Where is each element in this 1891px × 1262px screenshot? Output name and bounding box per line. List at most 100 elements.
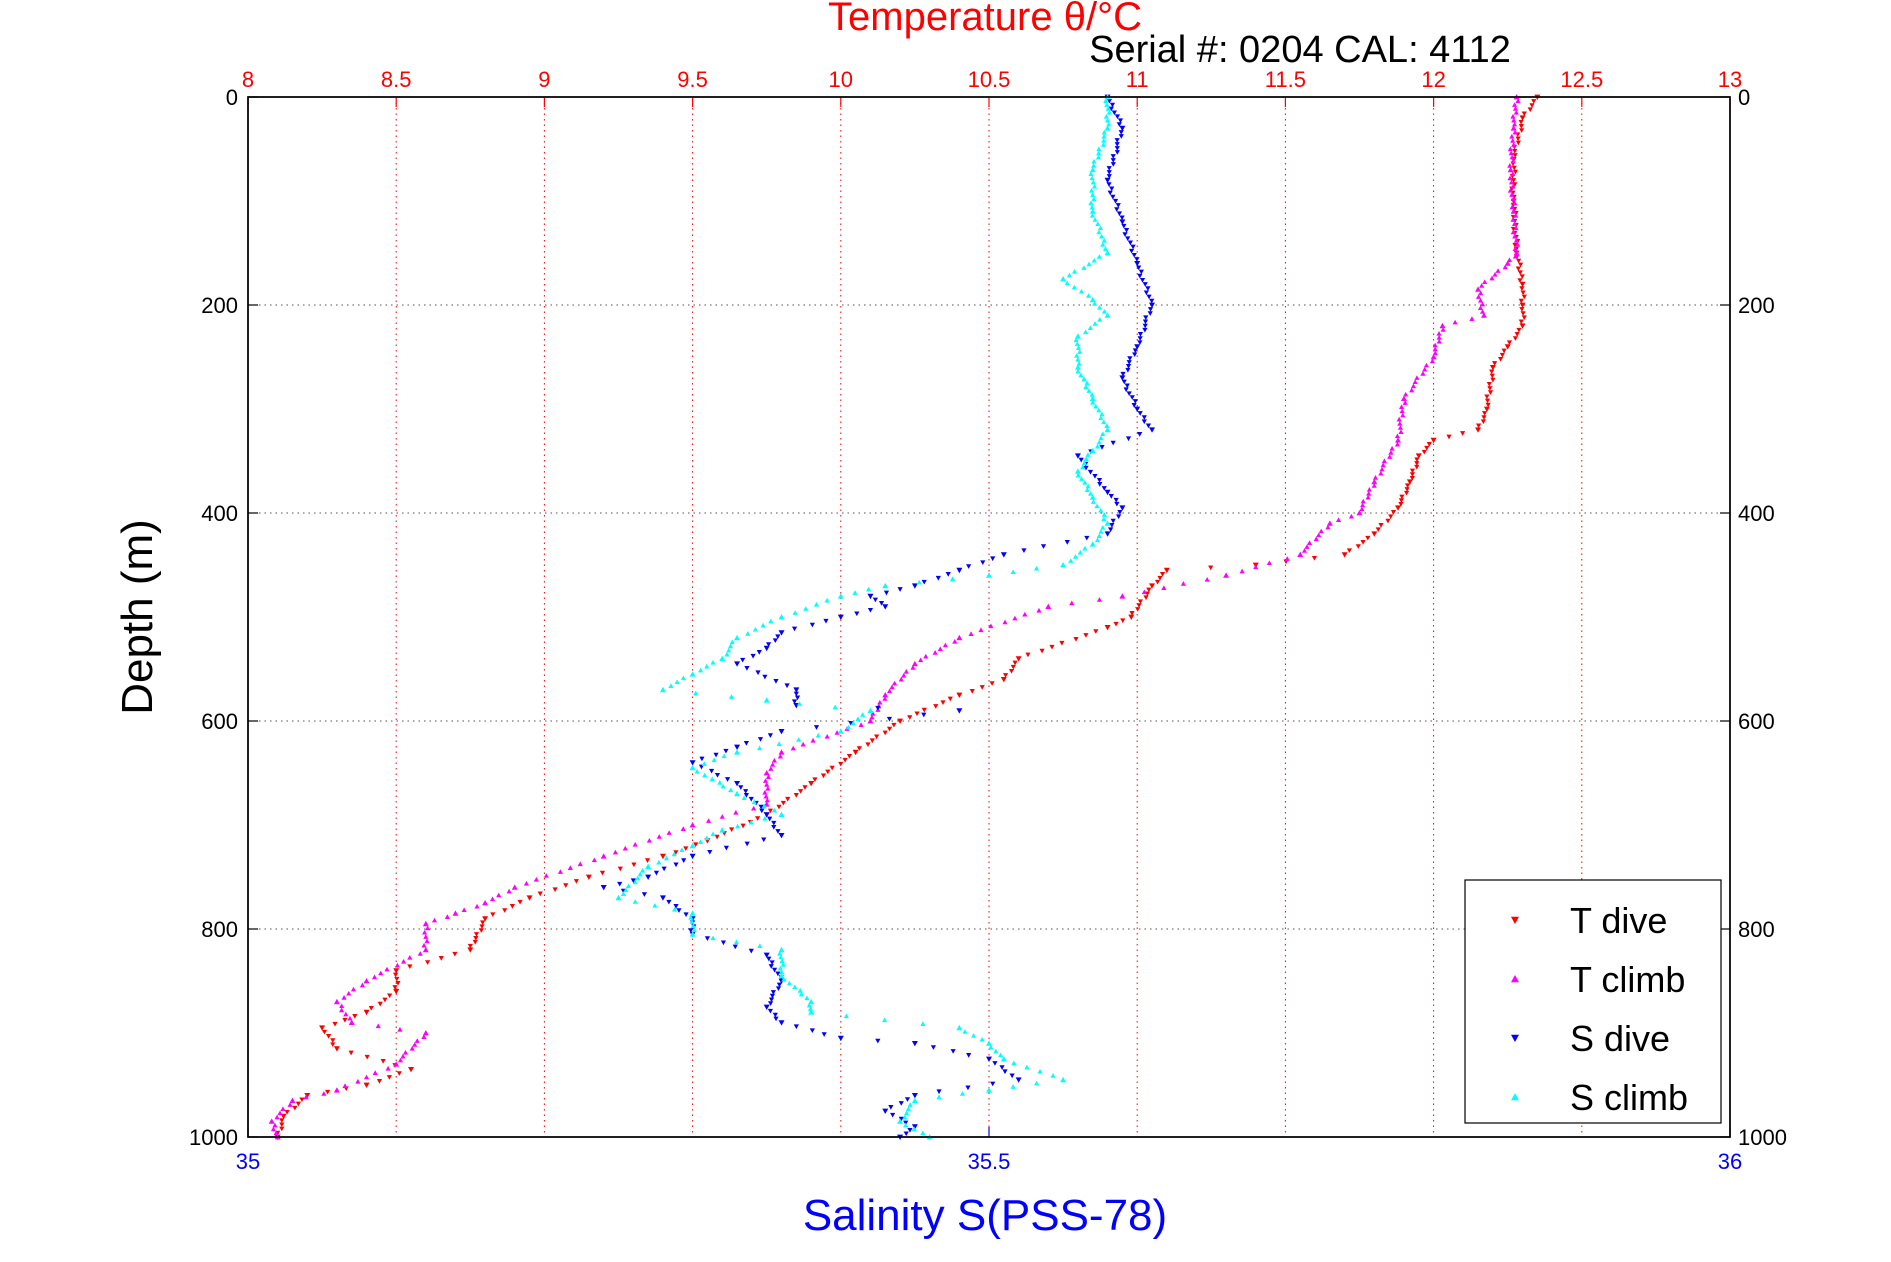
- data-point: [1090, 499, 1097, 504]
- data-point: [377, 1001, 383, 1007]
- data-point: [936, 1094, 942, 1100]
- data-point: [1086, 261, 1092, 267]
- data-point: [1266, 560, 1272, 565]
- data-point: [768, 997, 775, 1003]
- data-point: [1204, 576, 1210, 582]
- data-point: [1083, 384, 1089, 389]
- data-point: [1085, 483, 1091, 489]
- data-point: [1110, 194, 1116, 200]
- data-point: [1479, 283, 1485, 288]
- data-point: [766, 956, 772, 962]
- data-point: [478, 928, 484, 933]
- data-point: [792, 984, 798, 990]
- data-point: [1118, 134, 1124, 139]
- data-point: [1074, 468, 1081, 474]
- data-point: [1436, 331, 1442, 336]
- data-point: [563, 883, 569, 888]
- data-point: [1123, 228, 1130, 233]
- data-point: [768, 766, 774, 771]
- data-point: [332, 1021, 338, 1027]
- data-point: [767, 808, 774, 814]
- data-point: [706, 818, 712, 823]
- data-point: [1489, 275, 1495, 281]
- data-point: [319, 1025, 326, 1031]
- data-point: [1519, 281, 1526, 288]
- data-point: [1154, 579, 1161, 585]
- data-point: [1125, 367, 1131, 373]
- data-point: [988, 623, 994, 629]
- data-point: [1398, 429, 1404, 434]
- data-point: [617, 866, 623, 872]
- data-point: [1106, 121, 1112, 127]
- data-point: [641, 892, 647, 897]
- data-point: [824, 734, 830, 739]
- serial-annotation: Serial #: 0204 CAL: 4112: [1089, 29, 1511, 71]
- data-point: [766, 642, 772, 647]
- data-point: [1095, 221, 1101, 226]
- data-point: [1478, 290, 1484, 296]
- data-point: [719, 655, 726, 661]
- data-point: [1387, 454, 1393, 459]
- data-point: [1512, 233, 1518, 239]
- data-point: [763, 812, 770, 818]
- data-point: [421, 1034, 427, 1039]
- data-point: [1104, 312, 1111, 318]
- data-point: [1529, 103, 1535, 108]
- data-point: [852, 590, 858, 595]
- data-point: [936, 1089, 942, 1095]
- data-point: [765, 774, 772, 779]
- data-point: [1518, 319, 1524, 325]
- data-point: [620, 891, 627, 896]
- data-point: [784, 683, 790, 689]
- data-point: [942, 642, 949, 648]
- data-point: [326, 1034, 332, 1039]
- data-point: [1414, 464, 1420, 470]
- data-point: [1089, 494, 1096, 500]
- data-point: [918, 657, 924, 663]
- data-point: [1089, 447, 1096, 453]
- data-point: [1423, 362, 1430, 368]
- data-point: [1072, 554, 1079, 559]
- data-point: [1430, 354, 1437, 360]
- data-point: [911, 1097, 918, 1103]
- data-point: [956, 567, 963, 574]
- data-point: [407, 964, 413, 970]
- data-point: [1208, 565, 1214, 571]
- data-point: [923, 653, 929, 659]
- data-point: [1141, 419, 1147, 425]
- data-point: [279, 1118, 285, 1123]
- data-point: [1083, 465, 1089, 471]
- data-point: [898, 1101, 904, 1106]
- data-point: [1102, 246, 1109, 251]
- data-point: [866, 586, 872, 592]
- data-point: [1510, 113, 1516, 119]
- data-point: [806, 1002, 812, 1008]
- data-point: [1510, 171, 1516, 177]
- data-point: [1109, 102, 1116, 108]
- data-point: [1036, 607, 1042, 613]
- data-point: [838, 761, 844, 767]
- data-point: [1403, 391, 1409, 397]
- data-point: [891, 680, 898, 686]
- data-point: [764, 797, 770, 803]
- data-point: [714, 773, 721, 778]
- data-point: [1513, 225, 1519, 231]
- data-point: [808, 998, 815, 1005]
- data-point: [809, 1028, 815, 1033]
- data-point: [793, 793, 799, 798]
- data-point: [1089, 395, 1096, 401]
- data-point: [723, 845, 729, 851]
- data-point: [1117, 510, 1123, 515]
- data-point: [793, 687, 800, 693]
- data-point: [1083, 329, 1089, 335]
- data-point: [698, 667, 704, 673]
- tick-label-salinity: 35: [236, 1149, 260, 1174]
- data-point: [1091, 158, 1097, 164]
- x-axis-label: Salinity S(PSS-78): [803, 1191, 1167, 1240]
- data-point: [702, 772, 708, 778]
- data-point: [321, 1029, 328, 1035]
- data-point: [1325, 524, 1331, 530]
- data-point: [1498, 357, 1504, 362]
- data-point: [1104, 531, 1111, 537]
- data-point: [689, 760, 696, 766]
